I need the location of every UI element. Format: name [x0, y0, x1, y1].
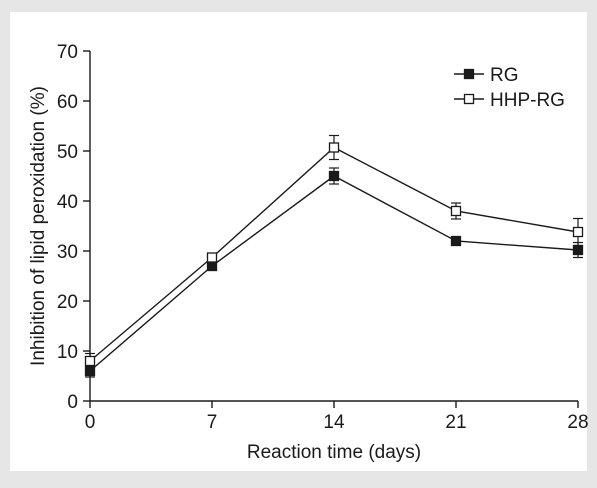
- x-tick-label: 7: [207, 412, 218, 433]
- legend-item-rg: RG: [454, 65, 519, 86]
- legend-item-hhp-rg: HHP-RG: [454, 90, 565, 111]
- x-tick-label: 14: [323, 412, 345, 433]
- y-axis-label: Inhibition of lipid peroxidation (%): [28, 86, 49, 366]
- legend-label-hhp-rg: HHP-RG: [490, 90, 565, 111]
- data-point-rg: [572, 244, 584, 256]
- series-layer: [84, 134, 584, 378]
- series-hhp-rg: [84, 134, 584, 370]
- y-tick-label: 50: [57, 142, 78, 163]
- x-tick-label: 0: [85, 412, 96, 433]
- data-point-rg: [328, 170, 340, 182]
- data-point-rg: [206, 260, 218, 272]
- legend-label-rg: RG: [490, 65, 519, 86]
- x-axis-label: Reaction time (days): [247, 442, 421, 463]
- legend: RG HHP-RG: [454, 65, 565, 111]
- data-point-hhp-rg: [328, 142, 340, 153]
- data-point-hhp-rg: [450, 205, 462, 217]
- data-point-hhp-rg: [84, 355, 96, 367]
- y-tick-label: 70: [57, 42, 78, 63]
- data-point-hhp-rg: [572, 226, 584, 238]
- legend-marker-rg: [463, 68, 475, 80]
- chart-panel: [10, 12, 587, 471]
- x-ticks: 0 7 14 21 28: [85, 401, 589, 433]
- x-tick-label: 28: [567, 412, 588, 433]
- data-point-rg: [450, 235, 462, 247]
- y-tick-label: 60: [57, 92, 78, 113]
- legend-marker-hhp-rg: [463, 93, 475, 105]
- data-point-hhp-rg: [206, 252, 218, 263]
- y-ticks: 0 10 20 30 40 50 60 70: [57, 42, 90, 413]
- y-tick-label: 0: [67, 392, 78, 413]
- y-tick-label: 30: [57, 242, 78, 263]
- y-tick-label: 40: [57, 192, 78, 213]
- y-tick-label: 20: [57, 292, 78, 313]
- x-tick-label: 21: [445, 412, 466, 433]
- y-tick-label: 10: [57, 342, 78, 363]
